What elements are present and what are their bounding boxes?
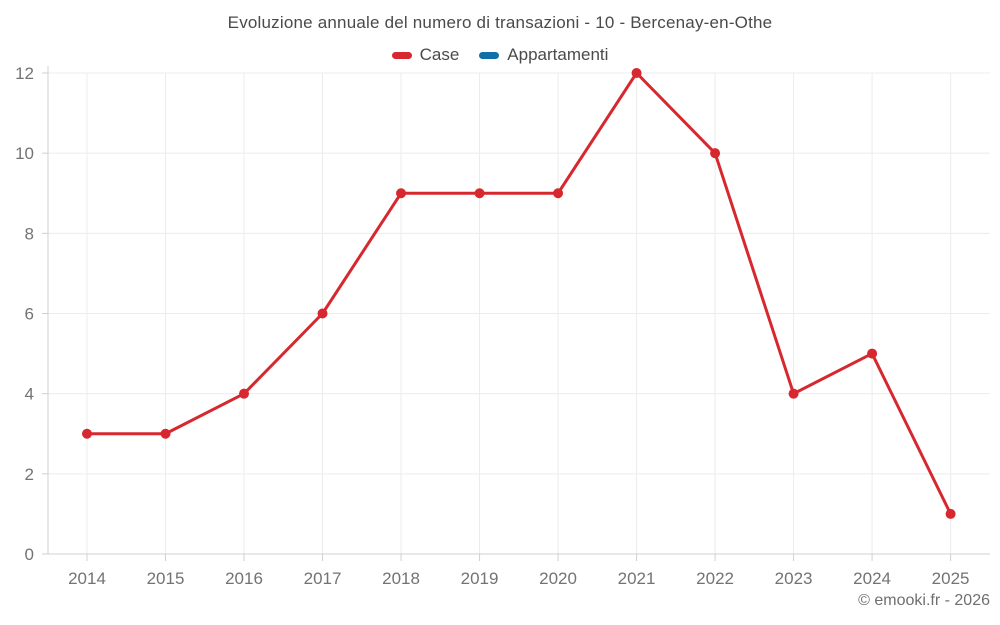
x-tick-label-2016: 2016 bbox=[225, 569, 263, 588]
x-tick-label-2014: 2014 bbox=[68, 569, 106, 588]
data-point-case-2023[interactable] bbox=[788, 388, 799, 399]
x-tick-label-2018: 2018 bbox=[382, 569, 420, 588]
data-point-case-2019[interactable] bbox=[474, 188, 485, 199]
x-tick-label-2019: 2019 bbox=[461, 569, 499, 588]
data-point-case-2022[interactable] bbox=[710, 148, 721, 159]
y-tick-label-2: 2 bbox=[25, 465, 34, 484]
legend-item-appartamenti[interactable]: Appartamenti bbox=[479, 45, 608, 65]
y-tick-label-0: 0 bbox=[25, 545, 34, 564]
data-point-case-2016[interactable] bbox=[239, 388, 250, 399]
x-tick-label-2020: 2020 bbox=[539, 569, 577, 588]
data-point-case-2024[interactable] bbox=[867, 348, 878, 359]
series-line-case bbox=[85, 71, 953, 516]
x-tick-label-2025: 2025 bbox=[932, 569, 970, 588]
data-point-case-2014[interactable] bbox=[82, 428, 92, 439]
y-tick-label-4: 4 bbox=[25, 385, 34, 404]
x-tick-label-2021: 2021 bbox=[618, 569, 656, 588]
copyright-text: © emooki.fr - 2026 bbox=[858, 592, 990, 609]
x-tick-label-2024: 2024 bbox=[853, 569, 891, 588]
x-tick-label-2022: 2022 bbox=[696, 569, 734, 588]
legend-swatch-case bbox=[391, 51, 412, 59]
data-point-case-2021[interactable] bbox=[631, 68, 642, 78]
x-tick-label-2023: 2023 bbox=[775, 569, 813, 588]
x-tick-label-2017: 2017 bbox=[304, 569, 342, 588]
data-point-case-2018[interactable] bbox=[396, 188, 407, 199]
data-point-case-2025[interactable] bbox=[945, 508, 956, 519]
data-point-case-2017[interactable] bbox=[317, 308, 328, 319]
legend-label-case: Case bbox=[419, 45, 460, 64]
y-tick-label-6: 6 bbox=[25, 305, 34, 324]
data-point-case-2020[interactable] bbox=[553, 188, 564, 199]
y-tick-label-12: 12 bbox=[15, 64, 34, 83]
y-tick-label-10: 10 bbox=[15, 144, 34, 163]
legend-item-case[interactable]: Case bbox=[391, 45, 460, 65]
chart-title: Evoluzione annuale del numero di transaz… bbox=[227, 13, 773, 32]
legend-label-appartamenti: Appartamenti bbox=[507, 45, 609, 64]
chart-legend: Case Appartamenti bbox=[0, 45, 1000, 65]
x-tick-label-2015: 2015 bbox=[147, 569, 185, 588]
y-tick-label-8: 8 bbox=[25, 224, 34, 243]
legend-swatch-appartamenti bbox=[479, 51, 500, 59]
data-point-case-2015[interactable] bbox=[160, 428, 171, 439]
